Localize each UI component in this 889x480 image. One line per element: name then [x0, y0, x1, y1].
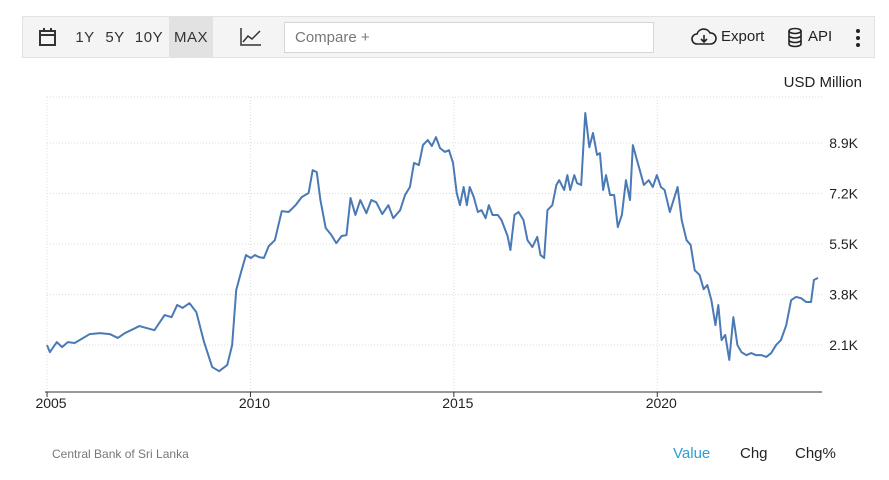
- api-button[interactable]: API: [808, 28, 833, 45]
- view-tab[interactable]: Chg: [740, 445, 768, 462]
- y-tick-label: 5.5K: [829, 236, 858, 252]
- x-tick-label: 2005: [35, 395, 66, 411]
- toolbar: 1Y 5Y 10Y MAX Compare + Export API: [22, 16, 875, 58]
- range-button[interactable]: 1Y: [75, 29, 95, 46]
- compare-input[interactable]: Compare +: [284, 22, 654, 53]
- range-button[interactable]: 5Y: [105, 29, 125, 46]
- y-tick-label: 8.9K: [829, 135, 858, 151]
- x-tick-label: 2020: [646, 395, 677, 411]
- range-button[interactable]: 10Y: [134, 29, 164, 46]
- y-tick-label: 7.2K: [829, 186, 858, 202]
- y-tick-label: 2.1K: [829, 337, 858, 353]
- x-tick-label: 2015: [442, 395, 473, 411]
- view-tab[interactable]: Value: [673, 445, 711, 462]
- x-tick-label: 2010: [239, 395, 270, 411]
- unit-label: USD Million: [784, 74, 862, 91]
- export-icon[interactable]: [691, 28, 717, 48]
- source-label: Central Bank of Sri Lanka: [52, 447, 189, 461]
- export-button[interactable]: Export: [721, 28, 765, 45]
- view-tab[interactable]: Chg%: [795, 445, 836, 462]
- data-line: [46, 112, 819, 373]
- y-tick-label: 3.8K: [829, 287, 858, 303]
- chart-type-icon[interactable]: [239, 27, 263, 47]
- calendar-icon[interactable]: [38, 27, 58, 47]
- range-button[interactable]: MAX: [169, 17, 213, 57]
- api-icon[interactable]: [787, 27, 805, 49]
- menu-icon[interactable]: [855, 28, 861, 48]
